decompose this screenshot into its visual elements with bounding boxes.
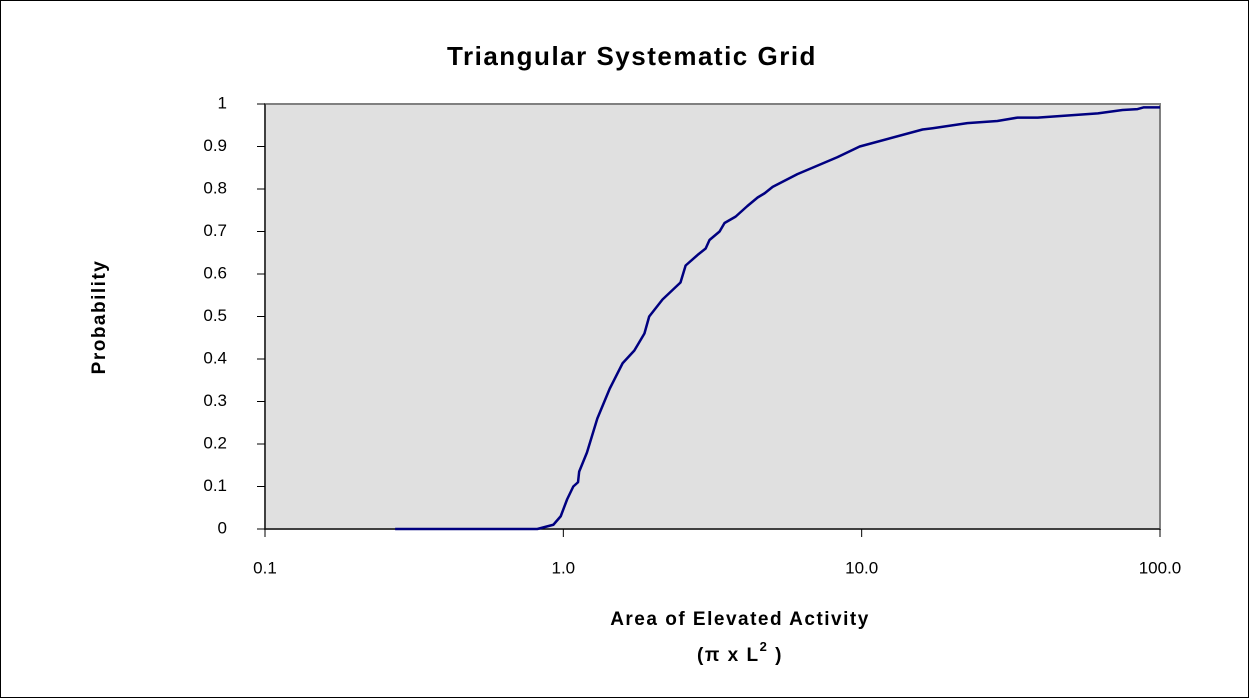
y-tick-label: 0.1 (203, 476, 227, 495)
x-tick-label: 100.0 (1139, 558, 1182, 577)
y-tick-label: 0.8 (203, 178, 227, 197)
y-tick-label: 0.4 (203, 348, 227, 367)
y-tick-label: 0.3 (203, 391, 227, 410)
y-tick-label: 0.5 (203, 306, 227, 325)
x-tick-label: 1.0 (552, 558, 576, 577)
y-tick-label: 0.9 (203, 136, 227, 155)
y-axis-label: Probability (89, 260, 110, 375)
y-tick-label: 1 (218, 93, 227, 112)
y-tick-label: 0 (218, 518, 227, 537)
x-tick-label: 0.1 (253, 558, 277, 577)
unit-sup: 2 (760, 639, 769, 654)
data-line (395, 106, 1160, 531)
unit-base: (π x L (697, 645, 760, 666)
y-tick-label: 0.2 (203, 433, 227, 452)
unit-end: ) (768, 645, 783, 666)
y-tick-label: 0.6 (203, 263, 227, 282)
x-tick-label: 10.0 (845, 558, 878, 577)
x-axis-unit: (π x L2 ) (697, 639, 783, 666)
chart-title: Triangular Systematic Grid (447, 41, 817, 71)
x-axis-label: Area of Elevated Activity (610, 609, 870, 630)
y-tick-label: 0.7 (203, 221, 227, 240)
plot-area (264, 103, 1161, 530)
